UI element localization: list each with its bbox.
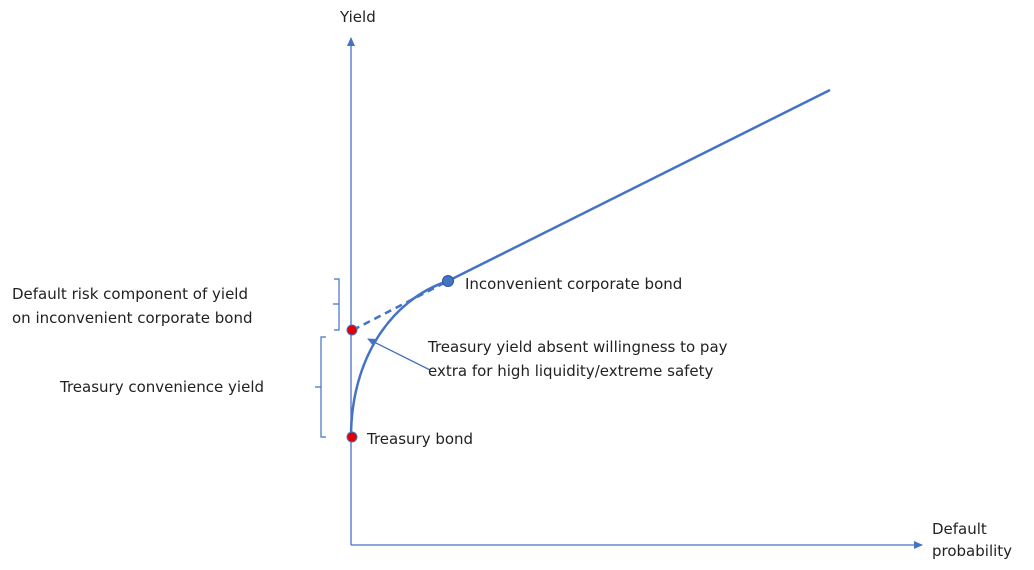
corporate-point (442, 275, 454, 287)
brace (333, 278, 340, 331)
y-axis-label: Yield (339, 8, 376, 26)
arrow (367, 338, 431, 371)
yield-curve (349, 88, 831, 438)
default-risk-label: Default risk component of yield on inconv… (12, 285, 252, 327)
absent-point (346, 324, 358, 336)
x-axis-label: Default probability (932, 520, 1012, 560)
treasury-point (346, 431, 358, 443)
brace (315, 336, 326, 438)
corporate-label: Inconvenient corporate bond (465, 275, 682, 293)
absent-label: Treasury yield absent willingness to pay… (427, 338, 728, 380)
treasury-label: Treasury bond (366, 430, 473, 448)
dashed-line (352, 279, 449, 332)
convenience-label: Treasury convenience yield (59, 378, 264, 396)
